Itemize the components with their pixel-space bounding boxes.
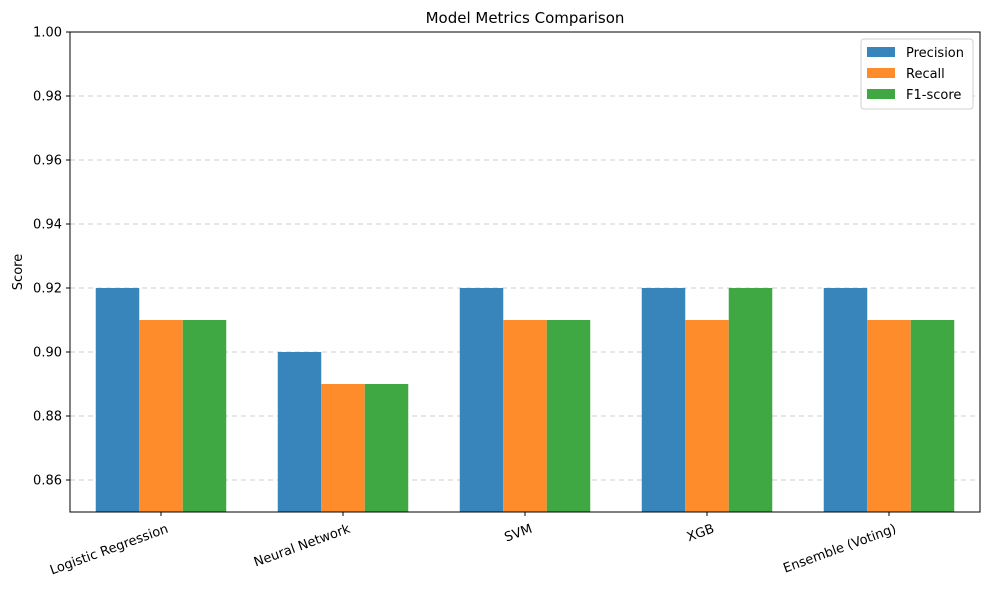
- legend-label: Recall: [906, 67, 945, 82]
- x-tick-label: Neural Network: [252, 522, 353, 571]
- bar-precision: [277, 352, 322, 512]
- legend: Precision Recall F1-score: [860, 38, 974, 110]
- y-tick-label: 0.90: [33, 346, 62, 361]
- bar-f1-score: [546, 320, 591, 512]
- legend-label: Precision: [906, 46, 964, 61]
- bar-precision: [95, 288, 140, 512]
- bars: [95, 288, 955, 512]
- bar-recall: [503, 320, 547, 512]
- legend-label: F1-score: [906, 88, 961, 103]
- bar-f1-score: [728, 288, 773, 512]
- y-tick-label: 0.94: [33, 218, 62, 233]
- y-tick-label: 0.86: [33, 474, 62, 489]
- legend-swatch: [867, 89, 895, 99]
- legend-swatch: [867, 47, 895, 57]
- y-tick-label: 0.92: [33, 282, 62, 297]
- y-tick-label: 1.00: [33, 26, 62, 41]
- x-tick-label: Ensemble (Voting): [781, 522, 898, 577]
- x-tick-label: SVM: [503, 522, 535, 546]
- bar-precision: [641, 288, 686, 512]
- chart-title: Model Metrics Comparison: [426, 9, 625, 27]
- bar-recall: [685, 320, 729, 512]
- y-ticks: 0.86 0.88 0.90 0.92 0.94 0.96 0.98 1.00: [33, 26, 70, 489]
- bar-recall: [139, 320, 183, 512]
- bar-recall: [867, 320, 911, 512]
- y-axis-label: Score: [11, 254, 26, 290]
- bar-precision: [459, 288, 504, 512]
- bar-precision: [823, 288, 868, 512]
- x-ticks: Logistic Regression Neural Network SVM XGB E…: [48, 512, 898, 578]
- bar-f1-score: [182, 320, 227, 512]
- bar-f1-score: [910, 320, 955, 512]
- y-tick-label: 0.98: [33, 90, 62, 105]
- y-tick-label: 0.96: [33, 154, 62, 169]
- bar-recall: [321, 384, 365, 512]
- bar-f1-score: [364, 384, 409, 512]
- x-tick-label: XGB: [685, 522, 716, 546]
- legend-swatch: [867, 68, 895, 78]
- x-tick-label: Logistic Regression: [48, 522, 170, 579]
- y-tick-label: 0.88: [33, 410, 62, 425]
